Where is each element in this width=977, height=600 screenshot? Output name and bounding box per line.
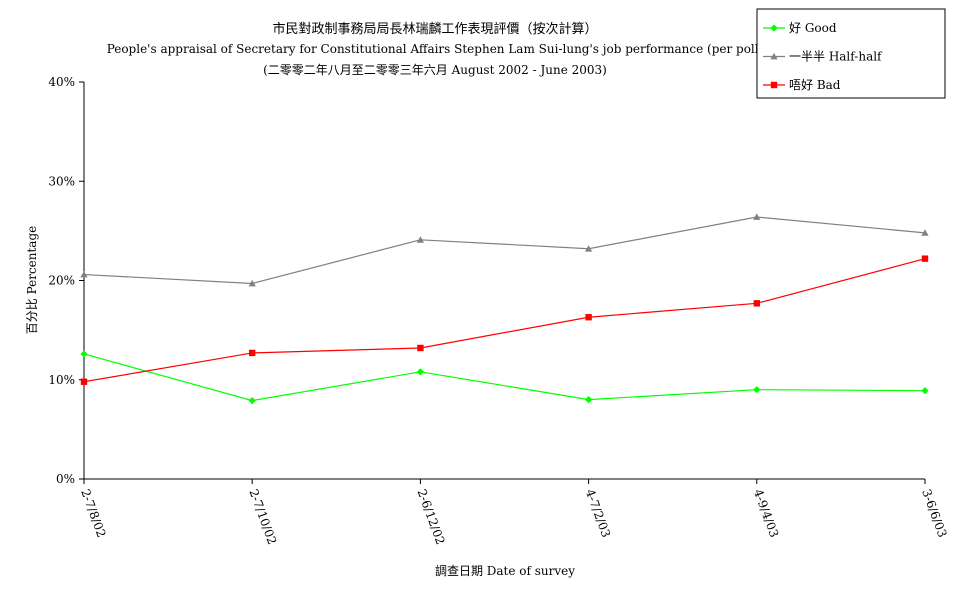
- series-line-good: [83, 353, 926, 402]
- chart-title-zh: 市民對政制事務局局長林瑞麟工作表現評價（按次計算）: [272, 21, 597, 37]
- data-point-bad: [585, 314, 592, 321]
- x-tick-label: 4-7/2/03: [583, 487, 613, 539]
- y-tick-label: 0%: [56, 472, 75, 486]
- data-point-good: [416, 368, 424, 376]
- data-point-good: [80, 350, 88, 358]
- y-tick-label: 10%: [48, 373, 75, 387]
- data-point-half-half: [753, 213, 761, 220]
- y-tick-label: 40%: [48, 75, 75, 89]
- legend-label-bad: 唔好 Bad: [789, 78, 841, 92]
- y-tick-label: 20%: [48, 274, 75, 288]
- legend-label-good: 好 Good: [789, 21, 837, 35]
- data-point-good: [248, 396, 256, 405]
- series-line-half-half: [83, 216, 926, 285]
- x-tick-label: 2-6/12/02: [415, 487, 448, 546]
- series-line-bad: [83, 258, 926, 383]
- data-point-bad: [921, 255, 929, 262]
- data-point-good: [921, 387, 929, 395]
- legend-label-half-half: 一半半 Half-half: [789, 50, 883, 64]
- plot-area: 0% 10% 20% 30% 40% 2-7/8/02 2-7/10/02 2-6/12/02…: [48, 75, 949, 546]
- data-point-good: [753, 386, 761, 394]
- data-point-bad: [249, 349, 256, 357]
- x-tick-label: 4-9/4/03: [751, 487, 781, 539]
- data-point-bad: [417, 344, 424, 352]
- data-point-half-half: [921, 229, 929, 236]
- legend-marker-bad: [770, 81, 778, 89]
- legend: 好 Good 一半半 Half-half 唔好 Bad: [756, 8, 946, 99]
- data-point-good: [585, 396, 593, 404]
- chart-title-en: People's appraisal of Secretary for Cons…: [107, 42, 764, 56]
- x-tick-label: 3-6/6/03: [919, 487, 949, 539]
- legend-box: [756, 8, 946, 99]
- y-tick-label: 30%: [48, 174, 75, 188]
- x-tick-label: 2-7/10/02: [246, 487, 279, 546]
- data-point-half-half: [416, 236, 424, 243]
- data-point-bad: [80, 378, 88, 385]
- data-point-half-half: [585, 245, 593, 252]
- data-point-bad: [753, 300, 760, 307]
- chart-subtitle: (二零零二年八月至二零零三年六月 August 2002 - June 2003…: [263, 63, 607, 77]
- data-point-half-half: [80, 270, 88, 278]
- x-tick-label: 2-7/8/02: [78, 487, 108, 539]
- y-axis-title: 百分比 Percentage: [25, 226, 39, 335]
- legend-marker-half-half: [770, 52, 778, 60]
- legend-marker-good: [770, 24, 778, 32]
- data-point-half-half: [248, 279, 256, 287]
- x-axis-title: 調查日期 Date of survey: [435, 564, 575, 578]
